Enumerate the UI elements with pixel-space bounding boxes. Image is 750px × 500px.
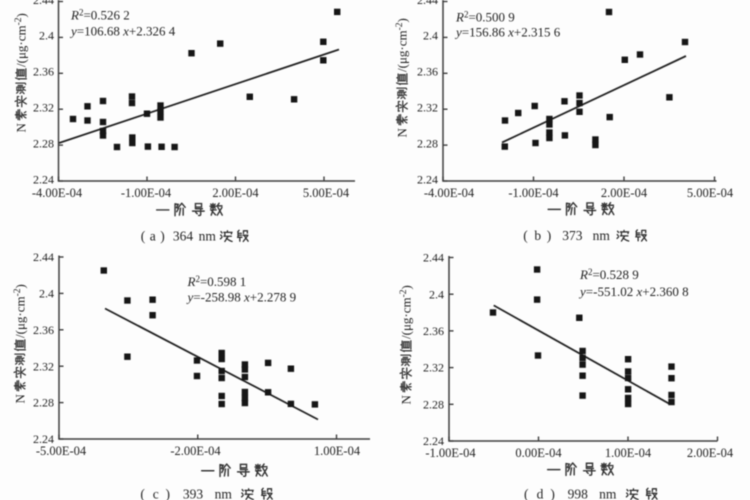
svg-text:b: b — [534, 228, 541, 243]
svg-text:2.00E-04: 2.00E-04 — [212, 186, 259, 200]
svg-text:y=156.86 x+2.315 6: y=156.86 x+2.315 6 — [454, 25, 561, 40]
svg-text:2.32: 2.32 — [33, 101, 54, 115]
svg-text:): ) — [550, 487, 555, 500]
svg-text:y=-258.98 x+2.278 9: y=-258.98 x+2.278 9 — [186, 289, 297, 304]
svg-text:2.36: 2.36 — [33, 65, 54, 79]
svg-text:-2.00E-04: -2.00E-04 — [170, 444, 221, 458]
svg-text:373: 373 — [562, 228, 583, 243]
svg-text:2.4: 2.4 — [429, 287, 444, 301]
svg-text:2.44: 2.44 — [33, 0, 54, 7]
svg-text:nm: nm — [593, 228, 611, 243]
svg-text:2.44: 2.44 — [33, 250, 54, 264]
svg-text:/(μg·cm-2): /(μg·cm-2) — [13, 13, 28, 67]
svg-text:R2=0.598 1: R2=0.598 1 — [187, 274, 247, 289]
svg-text:2.44: 2.44 — [423, 251, 444, 265]
svg-text:(: ( — [523, 228, 528, 243]
svg-text:R2=0.526 2: R2=0.526 2 — [70, 8, 130, 23]
svg-text:2.28: 2.28 — [33, 136, 54, 150]
svg-text:1.00E-04: 1.00E-04 — [605, 446, 652, 460]
svg-text:d: d — [537, 487, 544, 500]
svg-text:2.28: 2.28 — [423, 397, 444, 411]
svg-text:-4.00E-04: -4.00E-04 — [32, 186, 83, 200]
svg-text:5.00E-04: 5.00E-04 — [687, 186, 734, 200]
svg-text:N: N — [394, 128, 409, 138]
svg-text:c: c — [153, 487, 159, 500]
svg-text:): ) — [160, 229, 165, 244]
svg-text:2.28: 2.28 — [33, 396, 54, 410]
svg-text:2.36: 2.36 — [417, 65, 438, 79]
svg-text:N: N — [12, 394, 27, 404]
svg-text:-1.00E-04: -1.00E-04 — [508, 186, 559, 200]
svg-text:2.36: 2.36 — [33, 323, 54, 337]
svg-text:2.28: 2.28 — [417, 136, 438, 150]
svg-text:1.00E-04: 1.00E-04 — [314, 444, 361, 458]
svg-text:2.36: 2.36 — [423, 324, 444, 338]
svg-text:2.24: 2.24 — [423, 434, 444, 448]
svg-text:N: N — [398, 395, 413, 405]
svg-text:(: ( — [524, 487, 529, 500]
svg-text:2.24: 2.24 — [33, 432, 54, 446]
svg-text:y=-551.02 x+2.360 8: y=-551.02 x+2.360 8 — [578, 284, 689, 299]
svg-text:(: ( — [140, 487, 145, 500]
svg-text:2.24: 2.24 — [33, 172, 54, 186]
svg-text:R2=0.528 9: R2=0.528 9 — [579, 267, 639, 282]
svg-text:998: 998 — [568, 487, 589, 500]
svg-text:2.24: 2.24 — [417, 172, 438, 186]
svg-text:): ) — [547, 228, 552, 243]
svg-text:364: 364 — [173, 229, 194, 244]
svg-text:2.32: 2.32 — [423, 361, 444, 375]
svg-text:nm: nm — [215, 487, 233, 500]
svg-text:393: 393 — [183, 487, 204, 500]
svg-text:-1.00E-04: -1.00E-04 — [121, 186, 172, 200]
svg-text:-5.00E-04: -5.00E-04 — [36, 444, 87, 458]
svg-text:-4.00E-04: -4.00E-04 — [424, 186, 475, 200]
svg-text:5.00E-04: 5.00E-04 — [303, 186, 350, 200]
svg-text:/(μg·cm-2): /(μg·cm-2) — [12, 284, 27, 338]
svg-text:y=106.68 x+2.326 4: y=106.68 x+2.326 4 — [69, 24, 176, 39]
svg-text:2.32: 2.32 — [417, 101, 438, 115]
svg-text:0.00E-04: 0.00E-04 — [515, 446, 562, 460]
svg-text:2.4: 2.4 — [39, 29, 54, 43]
svg-text:(: ( — [141, 229, 146, 244]
svg-text:nm: nm — [199, 229, 217, 244]
svg-text:a: a — [150, 229, 156, 244]
svg-text:2.32: 2.32 — [33, 359, 54, 373]
svg-text:): ) — [166, 487, 171, 500]
svg-text:nm: nm — [599, 487, 617, 500]
svg-text:2.4: 2.4 — [423, 29, 438, 43]
svg-text:2.44: 2.44 — [417, 0, 438, 7]
svg-text:2.00E-04: 2.00E-04 — [601, 186, 648, 200]
svg-text:N: N — [13, 123, 28, 133]
svg-text:2.4: 2.4 — [39, 287, 54, 301]
svg-text:/(μg·cm-2): /(μg·cm-2) — [394, 18, 409, 72]
svg-text:-1.00E-04: -1.00E-04 — [425, 446, 476, 460]
svg-text:2.00E-04: 2.00E-04 — [687, 446, 734, 460]
svg-text:/(μg·cm-2): /(μg·cm-2) — [398, 285, 413, 339]
svg-text:R2=0.500 9: R2=0.500 9 — [455, 9, 515, 24]
